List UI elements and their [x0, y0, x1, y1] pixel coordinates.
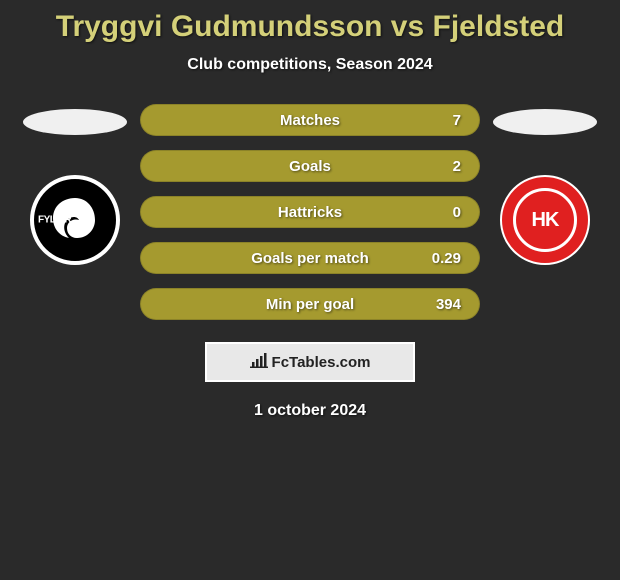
date-label: 1 october 2024 — [0, 402, 620, 420]
stat-label: Min per goal — [266, 296, 354, 313]
club-logo-right: HK — [500, 175, 590, 265]
stat-bar-goals: Goals 2 — [140, 150, 480, 182]
comparison-card: Tryggvi Gudmundsson vs Fjeldsted Club co… — [0, 0, 620, 420]
stat-label: Goals per match — [251, 250, 369, 267]
fylkir-logo-text: FYLKIR — [38, 215, 71, 226]
stat-bar-min-per-goal: Min per goal 394 — [140, 288, 480, 320]
chart-icon — [250, 352, 268, 373]
stat-label: Hattricks — [278, 204, 342, 221]
stats-column: Matches 7 Goals 2 Hattricks 0 Goals per … — [140, 104, 480, 320]
stat-value: 2 — [453, 158, 461, 175]
stat-value: 394 — [436, 296, 461, 313]
hk-logo-text: HK — [532, 209, 559, 232]
page-title: Tryggvi Gudmundsson vs Fjeldsted — [0, 10, 620, 44]
hk-logo-ring: HK — [513, 188, 577, 252]
right-side: HK — [490, 104, 600, 265]
stat-value: 0.29 — [432, 250, 461, 267]
subtitle: Club competitions, Season 2024 — [0, 56, 620, 74]
fylkir-logo-inner: FYLKIR — [34, 179, 116, 261]
club-logo-left: FYLKIR — [30, 175, 120, 265]
player-avatar-left — [23, 109, 127, 135]
branding-text: FcTables.com — [272, 354, 371, 371]
stat-value: 7 — [453, 112, 461, 129]
branding-badge[interactable]: FcTables.com — [205, 342, 415, 382]
stat-label: Goals — [289, 158, 331, 175]
stat-label: Matches — [280, 112, 340, 129]
left-side: FYLKIR — [20, 104, 130, 265]
stat-bar-hattricks: Hattricks 0 — [140, 196, 480, 228]
player-avatar-right — [493, 109, 597, 135]
stat-value: 0 — [453, 204, 461, 221]
stat-bar-matches: Matches 7 — [140, 104, 480, 136]
layout-row: FYLKIR Matches 7 Goals 2 Hattricks 0 Goa… — [0, 104, 620, 320]
stat-bar-goals-per-match: Goals per match 0.29 — [140, 242, 480, 274]
